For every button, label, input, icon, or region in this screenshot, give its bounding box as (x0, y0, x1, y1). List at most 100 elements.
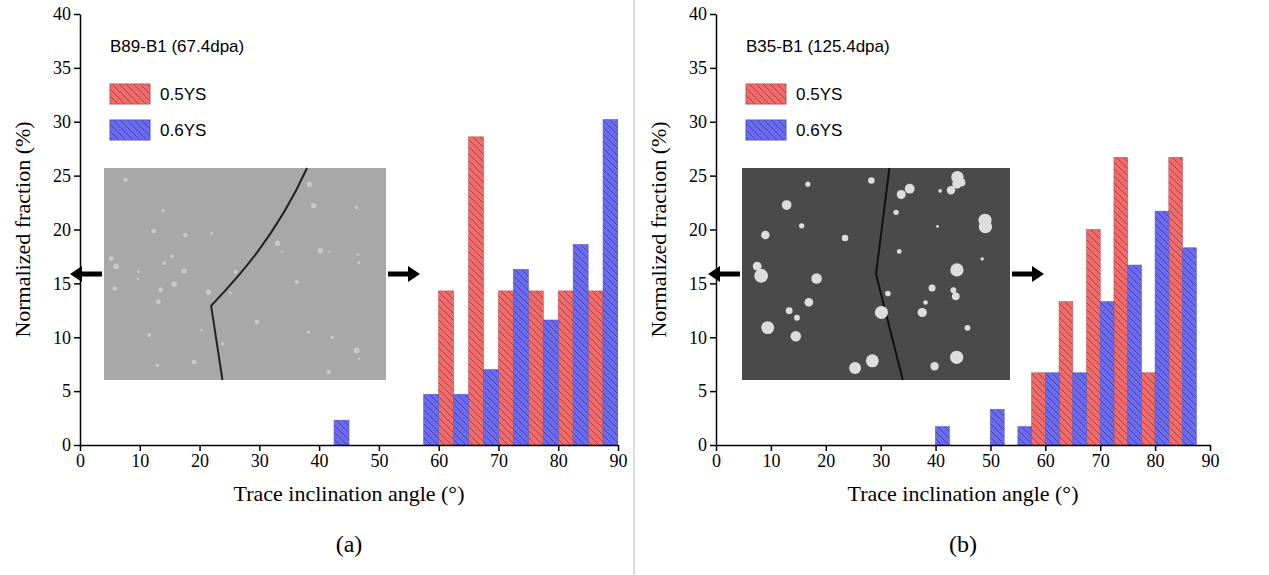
bar (1018, 427, 1032, 445)
tick-label: 30 (53, 112, 71, 132)
inset-particle (811, 273, 822, 284)
inset-particle (849, 362, 861, 374)
tick: 15 (53, 274, 80, 294)
bar (1169, 157, 1183, 445)
bar (1114, 157, 1128, 445)
legend: 0.5YS 0.6YS (110, 84, 206, 140)
x-axis-title: Trace inclination angle (°) (234, 481, 465, 506)
tick: 5 (62, 381, 80, 401)
tick-mark (710, 14, 716, 16)
bar (1141, 373, 1155, 445)
tick-label: 25 (53, 166, 71, 186)
tick-label: 40 (689, 4, 707, 24)
tick-mark (710, 175, 716, 177)
bar (588, 291, 603, 445)
inset-particle (936, 225, 939, 228)
tick-label: 35 (689, 58, 707, 78)
y-axis: 0 5 10 15 20 25 30 35 40 (53, 4, 81, 455)
axis-line (81, 445, 619, 447)
inset-particle (918, 308, 927, 317)
tick-label: 90 (610, 451, 628, 471)
tick: 30 (53, 112, 80, 132)
inset-particle (295, 280, 299, 284)
tick: 40 (53, 4, 80, 24)
inset-particle (181, 268, 187, 274)
panel-label: (a) (336, 531, 363, 557)
bar (498, 291, 513, 445)
bar (439, 291, 454, 445)
tick-label: 30 (251, 451, 269, 471)
inset-particle (275, 241, 280, 246)
inset-particle (794, 315, 800, 321)
inset-particle (158, 288, 163, 293)
inset-particle (952, 292, 960, 300)
tick: 20 (689, 220, 716, 240)
inset-particle (761, 231, 770, 240)
tick-label: 15 (53, 274, 71, 294)
tick: 25 (689, 166, 716, 186)
tick: 0 (62, 435, 80, 455)
panel: 01020304050607080900510152025303540Trace… (10, 4, 628, 557)
tick-label: 0 (712, 451, 721, 471)
panel: 01020304050607080900510152025303540Trace… (646, 4, 1220, 557)
x-axis: 0102030405060708090 (76, 445, 628, 471)
tick-label: 20 (689, 220, 707, 240)
tick-label: 0 (698, 435, 707, 455)
inset-particle (200, 329, 203, 332)
figure: 01020304050607080900510152025303540Trace… (0, 0, 1269, 575)
tick-mark (74, 445, 80, 447)
tick: 60 (430, 445, 448, 471)
arrow-head (708, 266, 720, 282)
inset-particle (229, 291, 232, 294)
tick: 80 (550, 445, 568, 471)
bar (573, 245, 588, 445)
bar (484, 370, 499, 445)
inset-particle (113, 286, 117, 290)
inset-particle (162, 261, 166, 265)
inset-particle (311, 203, 316, 208)
inset-image (104, 168, 386, 380)
inset-particle (233, 270, 237, 274)
y-axis-title: Normalized fraction (%) (10, 121, 35, 337)
tick: 35 (53, 58, 80, 78)
tick-label: 40 (311, 451, 329, 471)
tick: 5 (698, 381, 716, 401)
tick: 10 (762, 445, 780, 471)
bar (424, 394, 439, 445)
inset-particle (930, 362, 938, 370)
bar (1073, 373, 1087, 445)
inset-particle (929, 285, 936, 292)
inset-particle (951, 171, 963, 183)
inset-particle (354, 348, 360, 354)
tick-label: 90 (1202, 451, 1220, 471)
tick-label: 80 (550, 451, 568, 471)
inset-particle (965, 325, 971, 331)
tick: 10 (131, 445, 149, 471)
tick-label: 20 (191, 451, 209, 471)
tick-mark (74, 229, 80, 231)
legend-label: 0.5YS (160, 85, 206, 104)
inset-particle (124, 178, 128, 182)
inset-particle (979, 220, 992, 233)
legend-label: 0.6YS (160, 121, 206, 140)
bar (528, 291, 543, 445)
tick-label: 40 (53, 4, 71, 24)
tick-label: 20 (53, 220, 71, 240)
inset-particle (805, 182, 810, 187)
tick-label: 30 (872, 451, 890, 471)
legend-swatch (110, 84, 150, 104)
legend-swatch (746, 84, 786, 104)
tick-mark (74, 68, 80, 70)
legend: 0.5YS0.6YS (746, 84, 842, 140)
tick: 30 (872, 445, 890, 471)
tick: 10 (53, 328, 80, 348)
tick: 70 (490, 445, 508, 471)
tick: 20 (53, 220, 80, 240)
inset-particle (897, 249, 902, 254)
inset-crack (211, 168, 307, 380)
tick-label: 20 (817, 451, 835, 471)
panel-label: (b) (949, 531, 977, 557)
inset-particle (210, 232, 213, 235)
tick-label: 0 (76, 451, 85, 471)
inset-particle (137, 278, 140, 281)
